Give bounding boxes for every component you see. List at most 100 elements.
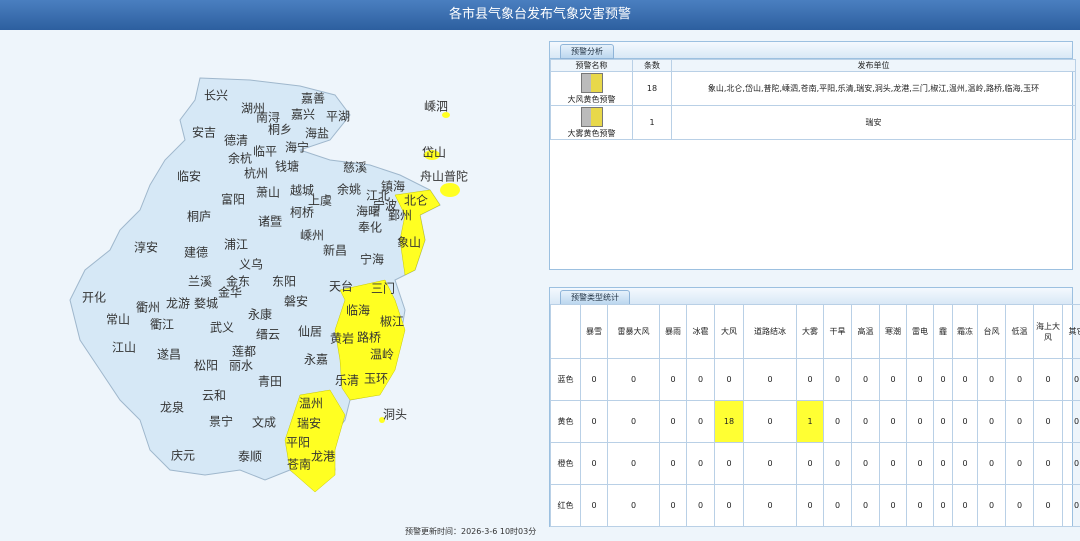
county-label: 平阳 xyxy=(286,436,310,450)
count-cell: 0 xyxy=(659,400,687,443)
header-cell: 大雾 xyxy=(796,304,824,359)
count-cell: 1 xyxy=(796,400,824,443)
count-cell: 0 xyxy=(977,358,1006,401)
county-label: 淳安 xyxy=(134,240,158,255)
count-cell: 0 xyxy=(714,442,744,485)
count-cell: 0 xyxy=(933,442,953,485)
county-label: 文成 xyxy=(252,415,276,430)
county-label: 舟山普陀 xyxy=(420,169,468,184)
header-cell: 暴雨 xyxy=(659,304,687,359)
county-label: 嵊州 xyxy=(300,229,324,243)
county-label: 三门 xyxy=(371,281,395,296)
header-title: 各市县气象台发布气象灾害预警 xyxy=(0,0,1080,30)
panel-tab[interactable]: 预警类型统计 xyxy=(560,290,630,305)
header-cell: 暴雪 xyxy=(580,304,608,359)
count-cell: 0 xyxy=(823,400,852,443)
county-label: 兰溪 xyxy=(188,275,212,289)
county-label: 龙港 xyxy=(311,450,335,464)
count-cell: 0 xyxy=(823,442,852,485)
count-cell: 0 xyxy=(879,358,907,401)
count-cell: 0 xyxy=(1062,484,1080,527)
county-label: 杭州 xyxy=(244,166,268,181)
level-label: 橙色 xyxy=(550,442,581,485)
header-cell: 台风 xyxy=(977,304,1006,359)
count-cell: 0 xyxy=(580,400,608,443)
count-cell: 0 xyxy=(580,442,608,485)
county-label: 临安 xyxy=(177,169,201,184)
count-cell: 0 xyxy=(1005,484,1034,527)
header-cell: 冰雹 xyxy=(686,304,715,359)
county-label: 鄞州 xyxy=(388,209,412,223)
county-label: 宁海 xyxy=(360,252,384,267)
county-label: 婺城 xyxy=(194,296,218,311)
count-cell: 0 xyxy=(580,484,608,527)
count-cell: 0 xyxy=(977,400,1006,443)
county-label: 东阳 xyxy=(272,275,296,289)
panel-tab[interactable]: 预警分析 xyxy=(560,44,614,59)
count-cell: 0 xyxy=(796,484,824,527)
county-label: 丽水 xyxy=(229,359,253,373)
level-label: 红色 xyxy=(550,484,581,527)
count-cell: 0 xyxy=(952,358,978,401)
count-cell: 0 xyxy=(823,358,852,401)
island xyxy=(442,112,450,118)
count-cell: 0 xyxy=(743,400,797,443)
county-label: 武义 xyxy=(210,321,234,335)
count-cell: 0 xyxy=(1062,400,1080,443)
county-label: 岱山 xyxy=(422,146,446,160)
county-label: 黄岩 xyxy=(330,331,354,346)
count-cell: 0 xyxy=(906,484,934,527)
county-label: 德清 xyxy=(224,133,248,148)
table-row: 暴雪雷暴大风暴雨冰雹大风道路结冰大雾干旱高温寒潮雷电霾霜冻台风低温海上大风其它 xyxy=(550,304,1080,359)
county-label: 柯桥 xyxy=(290,206,314,220)
island xyxy=(440,183,460,197)
county-label: 瑞安 xyxy=(297,416,321,431)
county-label: 玉环 xyxy=(364,372,388,386)
county-label: 北仑 xyxy=(404,194,428,208)
county-label: 宁波 xyxy=(373,198,397,213)
count-cell: 0 xyxy=(659,484,687,527)
count-cell: 0 xyxy=(1062,442,1080,485)
county-label: 永嘉 xyxy=(304,353,328,367)
county-label: 安吉 xyxy=(192,125,216,140)
table-row: 橙色 0 0 0 0 0 0 0 0 0 0 0 0 0 0 0 0 0 xyxy=(550,442,1080,485)
header-cell: 道路结冰 xyxy=(743,304,797,359)
count-cell: 0 xyxy=(607,400,660,443)
warning-name-text: 大雾黄色预警 xyxy=(567,128,616,138)
count-cell: 0 xyxy=(796,358,824,401)
header-cell: 大风 xyxy=(714,304,744,359)
county-label: 开化 xyxy=(82,291,106,305)
count-cell: 0 xyxy=(659,358,687,401)
county-label: 衢江 xyxy=(150,318,174,332)
county-label: 长兴 xyxy=(204,89,228,103)
count-cell: 0 xyxy=(879,400,907,443)
county-label: 磐安 xyxy=(284,294,308,309)
island xyxy=(379,417,385,423)
warning-count: 18 xyxy=(632,71,672,106)
analysis-panel: 预警分析 预警名称 条数 发布单位 大风黄色预警 18 象山,北仑,岱山,普陀,嵊泗,苍南… xyxy=(549,41,1076,270)
header-cell: 霜冻 xyxy=(952,304,978,359)
table-row: 红色 0 0 0 0 0 0 0 0 0 0 0 0 0 0 0 0 0 xyxy=(550,484,1080,527)
count-cell: 0 xyxy=(607,358,660,401)
county-label: 遂昌 xyxy=(157,348,181,362)
county-label: 天台 xyxy=(329,279,353,294)
count-cell: 0 xyxy=(580,358,608,401)
warning-area xyxy=(284,389,346,493)
island xyxy=(424,150,440,160)
count-cell: 0 xyxy=(952,442,978,485)
level-label: 蓝色 xyxy=(550,358,581,401)
table-row: 蓝色 0 0 0 0 0 0 0 0 0 0 0 0 0 0 0 0 0 xyxy=(550,358,1080,401)
county-label: 莲都 xyxy=(232,345,256,359)
count-cell: 0 xyxy=(659,442,687,485)
warning-units: 象山,北仑,岱山,普陀,嵊泗,苍南,平阳,乐清,瑞安,洞头,龙港,三门,椒江,温… xyxy=(671,71,1076,106)
county-label: 上虞 xyxy=(308,194,332,208)
table-row: 预警名称 条数 发布单位 xyxy=(550,59,1076,72)
county-label: 义乌 xyxy=(239,257,263,272)
count-cell: 0 xyxy=(851,400,880,443)
count-cell: 0 xyxy=(686,484,715,527)
count-cell: 0 xyxy=(1062,358,1080,401)
warning-icon xyxy=(580,72,603,93)
stats-table: 暴雪雷暴大风暴雨冰雹大风道路结冰大雾干旱高温寒潮雷电霾霜冻台风低温海上大风其它蓝… xyxy=(550,304,1080,527)
count-cell: 0 xyxy=(1005,400,1034,443)
